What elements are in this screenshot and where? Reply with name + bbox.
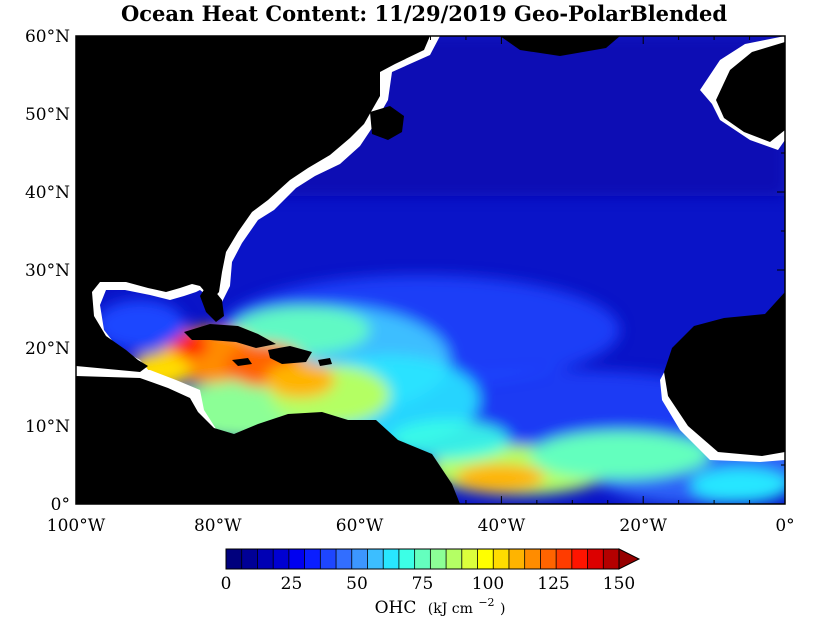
africa-land	[664, 44, 785, 456]
x-tick-label: 20°W	[619, 516, 667, 536]
europe-land	[716, 42, 785, 142]
ohc-colorbar	[225, 548, 641, 570]
colorbar-segment	[524, 549, 541, 569]
colorbar-segment	[430, 549, 447, 569]
jamaica-land	[232, 358, 252, 366]
map-area	[76, 36, 785, 504]
colorbar-segment	[336, 549, 353, 569]
x-tick-label: 80°W	[194, 516, 242, 536]
colorbar-segment	[493, 549, 510, 569]
colorbar-tick-label: 100	[472, 574, 504, 594]
colorbar-segment	[603, 549, 620, 569]
greenland-land	[500, 36, 620, 56]
hispaniola-land	[268, 346, 312, 364]
colorbar-label-units: (kJ cm	[428, 601, 473, 617]
colorbar-segment	[556, 549, 573, 569]
newfoundland-land	[370, 106, 404, 140]
colorbar-segment	[288, 549, 305, 569]
colorbar-label: OHC (kJ cm −2 )	[375, 591, 506, 617]
colorbar-segment	[587, 549, 604, 569]
cuba-land	[184, 324, 276, 348]
y-tick-label: 20°N	[25, 339, 70, 359]
colorbar-label-exponent: −2	[478, 596, 494, 609]
colorbar-segment	[351, 549, 368, 569]
colorbar-segment	[304, 549, 321, 569]
colorbar-tick-labels: 0 25 50 75 100 125 150	[221, 574, 636, 594]
colorbar-segment	[477, 549, 494, 569]
y-tick-label: 50°N	[25, 105, 70, 125]
colorbar-label-main: OHC	[375, 598, 417, 617]
colorbar-segment	[414, 549, 431, 569]
y-tick-label: 10°N	[25, 417, 70, 437]
colorbar-segment	[226, 549, 243, 569]
colorbar-segment	[540, 549, 557, 569]
colorbar-segment	[273, 549, 290, 569]
map-axis-labels: 100°W 80°W 60°W 40°W 20°W 0° 0° 10°N 20°N 30°N 40°…	[25, 27, 795, 536]
map-axis-ticks	[75, 35, 786, 505]
y-tick-label: 0°	[51, 495, 70, 515]
x-tick-label: 40°W	[478, 516, 526, 536]
colorbar-tick-label: 75	[412, 574, 434, 594]
north-america-land	[76, 36, 430, 372]
colorbar-segment	[398, 549, 415, 569]
colorbar-tick-label: 25	[281, 574, 303, 594]
colorbar-segment	[508, 549, 525, 569]
colorbar-segment	[571, 549, 588, 569]
colorbar-tick-label: 0	[221, 574, 232, 594]
colorbar-segment	[446, 549, 463, 569]
colorbar-frame	[225, 548, 620, 570]
x-tick-label: 100°W	[47, 516, 106, 536]
y-tick-label: 30°N	[25, 261, 70, 281]
south-america-land	[76, 376, 460, 504]
colorbar-extend-arrow	[618, 548, 641, 570]
map-title: Ocean Heat Content: 11/29/2019 Geo-Polar…	[121, 1, 727, 26]
land-masses	[76, 36, 785, 504]
colorbar-segment	[320, 549, 337, 569]
colorbar-segment	[383, 549, 400, 569]
florida-land	[200, 288, 224, 322]
colorbar-segment	[461, 549, 478, 569]
colorbar-segment	[257, 549, 274, 569]
y-tick-label: 40°N	[25, 183, 70, 203]
x-tick-label: 60°W	[336, 516, 384, 536]
y-tick-label: 60°N	[25, 27, 70, 47]
colorbar-tick-label: 50	[346, 574, 368, 594]
colorbar-segment	[367, 549, 384, 569]
colorbar-tick-label: 125	[537, 574, 569, 594]
colorbar-segment	[241, 549, 258, 569]
colorbar-label-close: )	[500, 601, 505, 617]
x-tick-label: 0°	[775, 516, 794, 536]
puerto-rico-land	[318, 358, 332, 366]
colorbar-tick-label: 150	[603, 574, 635, 594]
